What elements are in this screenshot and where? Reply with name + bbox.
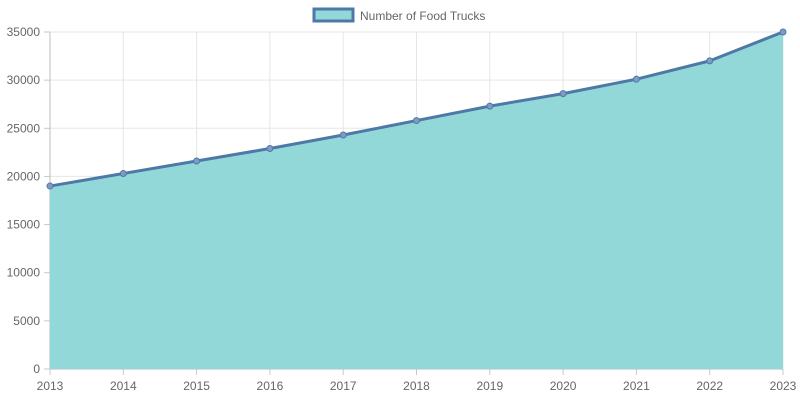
data-points (46, 28, 787, 190)
y-tick-label: 30000 (7, 73, 41, 87)
y-tick-label: 0 (33, 362, 40, 376)
x-tick-label: 2019 (476, 379, 503, 393)
data-point[interactable] (486, 102, 494, 110)
data-point[interactable] (339, 131, 347, 139)
x-tick-label: 2021 (623, 379, 650, 393)
x-tick-label: 2014 (110, 379, 137, 393)
y-tick-label: 5000 (13, 314, 40, 328)
area-fill (50, 32, 783, 369)
y-tick-label: 15000 (7, 218, 41, 232)
x-tick-label: 2020 (550, 379, 577, 393)
data-point[interactable] (632, 75, 640, 83)
data-point[interactable] (559, 90, 567, 98)
x-tick-label: 2017 (330, 379, 357, 393)
x-tick-labels: 2013 2014 2015 2016 2017 2018 2019 2020 2021 2022… (37, 379, 797, 393)
data-point[interactable] (413, 117, 420, 125)
data-point[interactable] (46, 182, 54, 190)
data-point[interactable] (119, 170, 127, 178)
y-tick-label: 20000 (7, 169, 41, 183)
y-tick-labels: 0 5000 10000 15000 20000 25000 30000 35000 (7, 25, 41, 376)
data-point[interactable] (706, 57, 714, 65)
legend-label: Number of Food Trucks (360, 9, 485, 23)
x-tick-label: 2016 (257, 379, 284, 393)
y-tick-label: 25000 (7, 121, 41, 135)
x-tick-label: 2018 (403, 379, 430, 393)
y-tick-label: 10000 (7, 266, 41, 280)
x-tick-label: 2015 (183, 379, 210, 393)
data-point[interactable] (193, 157, 201, 165)
x-tick-label: 2022 (696, 379, 723, 393)
x-tick-label: 2013 (37, 379, 64, 393)
legend-swatch (312, 7, 355, 23)
y-tick-label: 35000 (7, 25, 41, 39)
data-point[interactable] (266, 145, 274, 153)
legend[interactable]: Number of Food Trucks (312, 7, 485, 23)
x-tick-label: 2023 (770, 379, 797, 393)
data-point[interactable] (779, 28, 787, 36)
